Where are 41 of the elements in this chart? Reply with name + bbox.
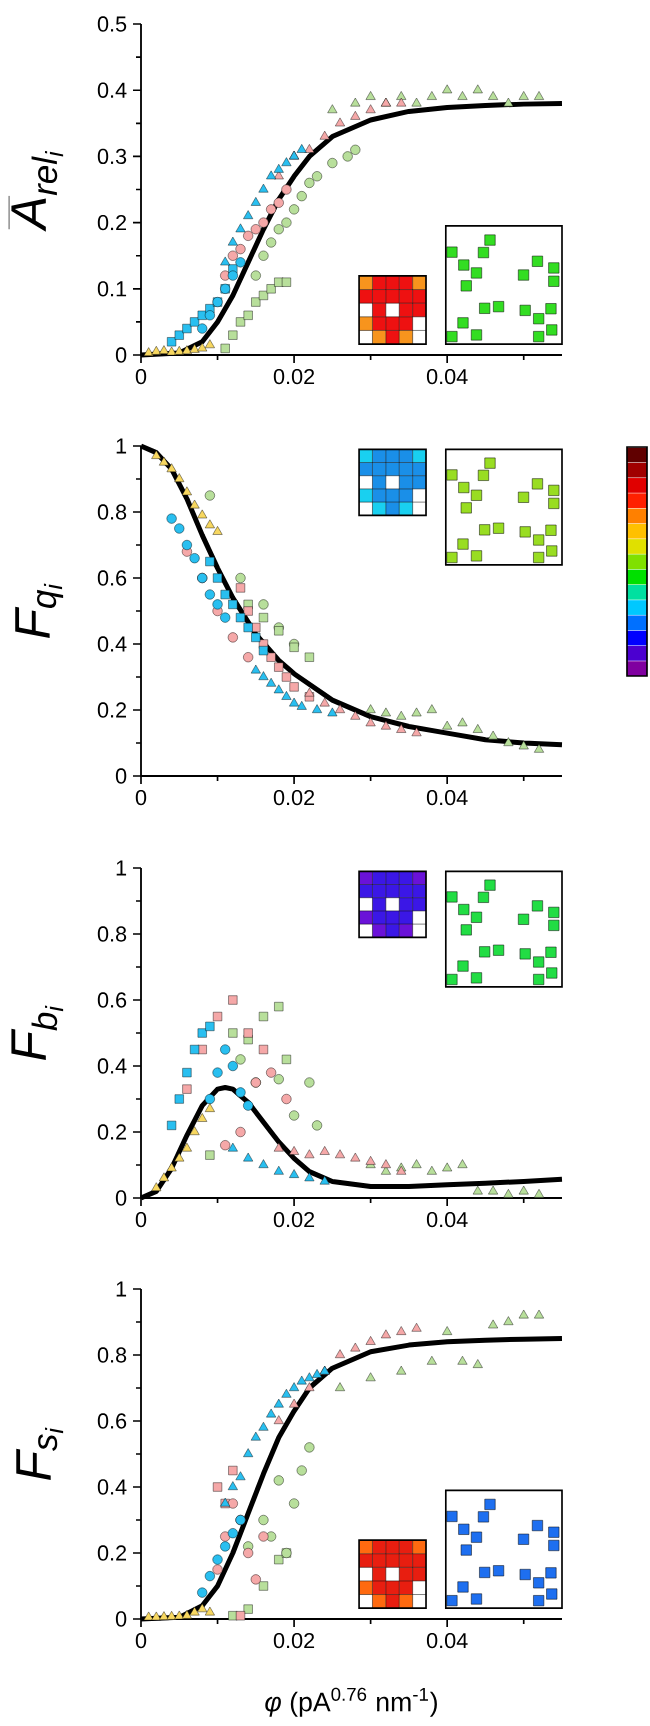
x-tick-label: 0 [135, 1211, 147, 1228]
y-tick-label: 0.5 [97, 16, 127, 32]
y-tick-label: 1 [116, 860, 127, 876]
x-tick-label: 0.02 [273, 1211, 315, 1228]
y-tick-label: 0 [115, 347, 127, 363]
x-tick-label: 0.02 [273, 368, 315, 385]
x-tick-label: 0.04 [426, 1632, 468, 1649]
y-tick-label: 0.3 [97, 148, 127, 165]
x-tick-label: 0.02 [273, 789, 315, 806]
x-tick-label: 0.04 [426, 1211, 468, 1228]
y-tick-label: 0 [115, 768, 127, 784]
x-tick-label: 0 [135, 368, 147, 385]
y-axis-title: $\overline{A}_{rel_i}$ [9, 150, 64, 232]
x-tick-label: 0.04 [426, 368, 468, 385]
x-tick-label: 0 [135, 789, 147, 806]
y-tick-label: 0 [115, 1611, 127, 1627]
y-tick-label: 0.4 [97, 82, 127, 98]
y-tick-label: 0.2 [97, 214, 127, 231]
y-tick-label: 1 [116, 1281, 127, 1297]
y-tick-label: 0.1 [97, 281, 127, 297]
x-tick-label: 0.02 [273, 1632, 315, 1649]
y-tick-label: 0.2 [97, 702, 127, 718]
x-axis-title: φ (pA$^{0.76}$ nm$^{-1}$) [265, 1687, 437, 1717]
y-axis-title: $F_{s_i}$ [16, 1427, 64, 1481]
y-tick-label: 0.8 [97, 1347, 127, 1363]
y-tick-label: 0.2 [97, 1545, 127, 1561]
y-tick-label: 0.2 [97, 1124, 127, 1140]
y-tick-label: 0.6 [97, 570, 127, 586]
y-tick-label: 0.8 [97, 926, 127, 942]
y-tick-label: 0.4 [97, 636, 127, 652]
y-tick-label: 0.6 [97, 992, 127, 1008]
y-tick-label: 0 [115, 1190, 127, 1206]
y-tick-label: 1 [116, 438, 127, 454]
x-tick-label: 0.04 [426, 789, 468, 806]
y-tick-label: 0.6 [97, 1413, 127, 1429]
y-axis-title: $F_{q_i}$ [15, 583, 64, 639]
y-tick-label: 0.4 [97, 1058, 127, 1074]
x-tick-label: 0 [135, 1632, 147, 1649]
y-tick-label: 0.4 [97, 1479, 127, 1495]
y-axis-title: $F_{b_i}$ [11, 1005, 64, 1061]
y-tick-label: 0.8 [97, 504, 127, 520]
